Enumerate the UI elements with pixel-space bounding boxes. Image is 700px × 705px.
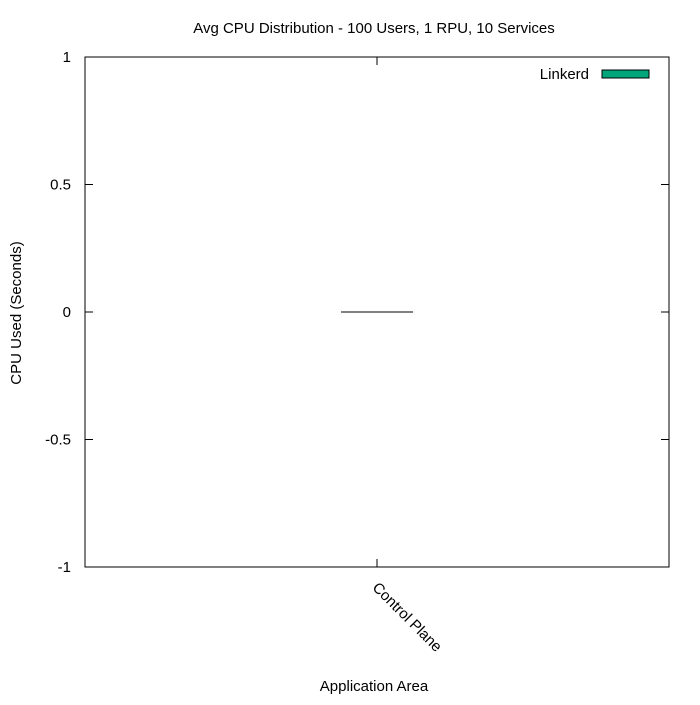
chart-title: Avg CPU Distribution - 100 Users, 1 RPU,… <box>193 20 555 37</box>
y-tick-label: 0.5 <box>50 177 71 194</box>
y-tick-label: 0 <box>63 304 71 321</box>
legend-swatch <box>601 69 650 79</box>
y-tick-label: 1 <box>63 49 71 66</box>
legend-label: Linkerd <box>540 66 589 83</box>
x-tick-label: Control Plane <box>369 579 445 655</box>
y-tick-label: -1 <box>58 559 71 576</box>
plot-area: -1 -0.5 0 0.5 1 Control Plane Linkerd <box>45 49 670 655</box>
y-tick-label: -0.5 <box>45 432 71 449</box>
y-axis-label: CPU Used (Seconds) <box>8 241 25 384</box>
x-axis-label: Application Area <box>320 678 429 695</box>
